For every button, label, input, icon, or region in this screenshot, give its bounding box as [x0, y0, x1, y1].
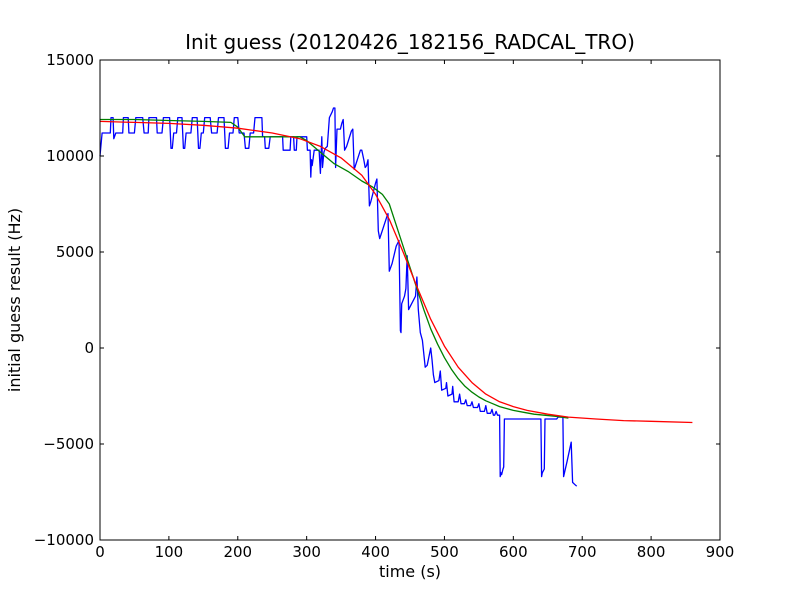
x-tick-label: 300 — [292, 543, 321, 561]
plot-area — [100, 60, 720, 540]
series-line-0 — [99, 107, 578, 487]
x-tick-label: 0 — [95, 543, 105, 561]
x-axis-ticks: 0 100 200 300 400 500 600 700 800 900 — [95, 60, 734, 561]
x-tick-label: 100 — [155, 543, 184, 561]
x-tick-label: 200 — [223, 543, 252, 561]
x-tick-label: 400 — [361, 543, 390, 561]
y-tick-label: 15000 — [46, 51, 94, 69]
chart-title: Init guess (20120426_182156_RADCAL_TRO) — [185, 30, 635, 54]
x-tick-label: 600 — [499, 543, 528, 561]
series-line-2 — [99, 120, 693, 424]
x-tick-label: 900 — [706, 543, 735, 561]
y-tick-label: 10000 — [46, 147, 94, 165]
y-tick-label: 0 — [84, 339, 94, 357]
plot-frame — [99, 59, 721, 541]
x-tick-label: 700 — [568, 543, 597, 561]
x-tick-label: 500 — [430, 543, 459, 561]
series-layer — [99, 107, 693, 487]
y-tick-label: −10000 — [34, 531, 94, 549]
y-axis-ticks: −10000 −5000 0 5000 10000 15000 — [34, 51, 720, 549]
y-tick-label: 5000 — [56, 243, 94, 261]
x-tick-label: 800 — [637, 543, 666, 561]
y-axis-label: initial guess result (Hz) — [5, 208, 24, 392]
series-line-1 — [100, 118, 569, 419]
x-axis-label: time (s) — [379, 562, 441, 581]
y-tick-label: −5000 — [43, 435, 94, 453]
